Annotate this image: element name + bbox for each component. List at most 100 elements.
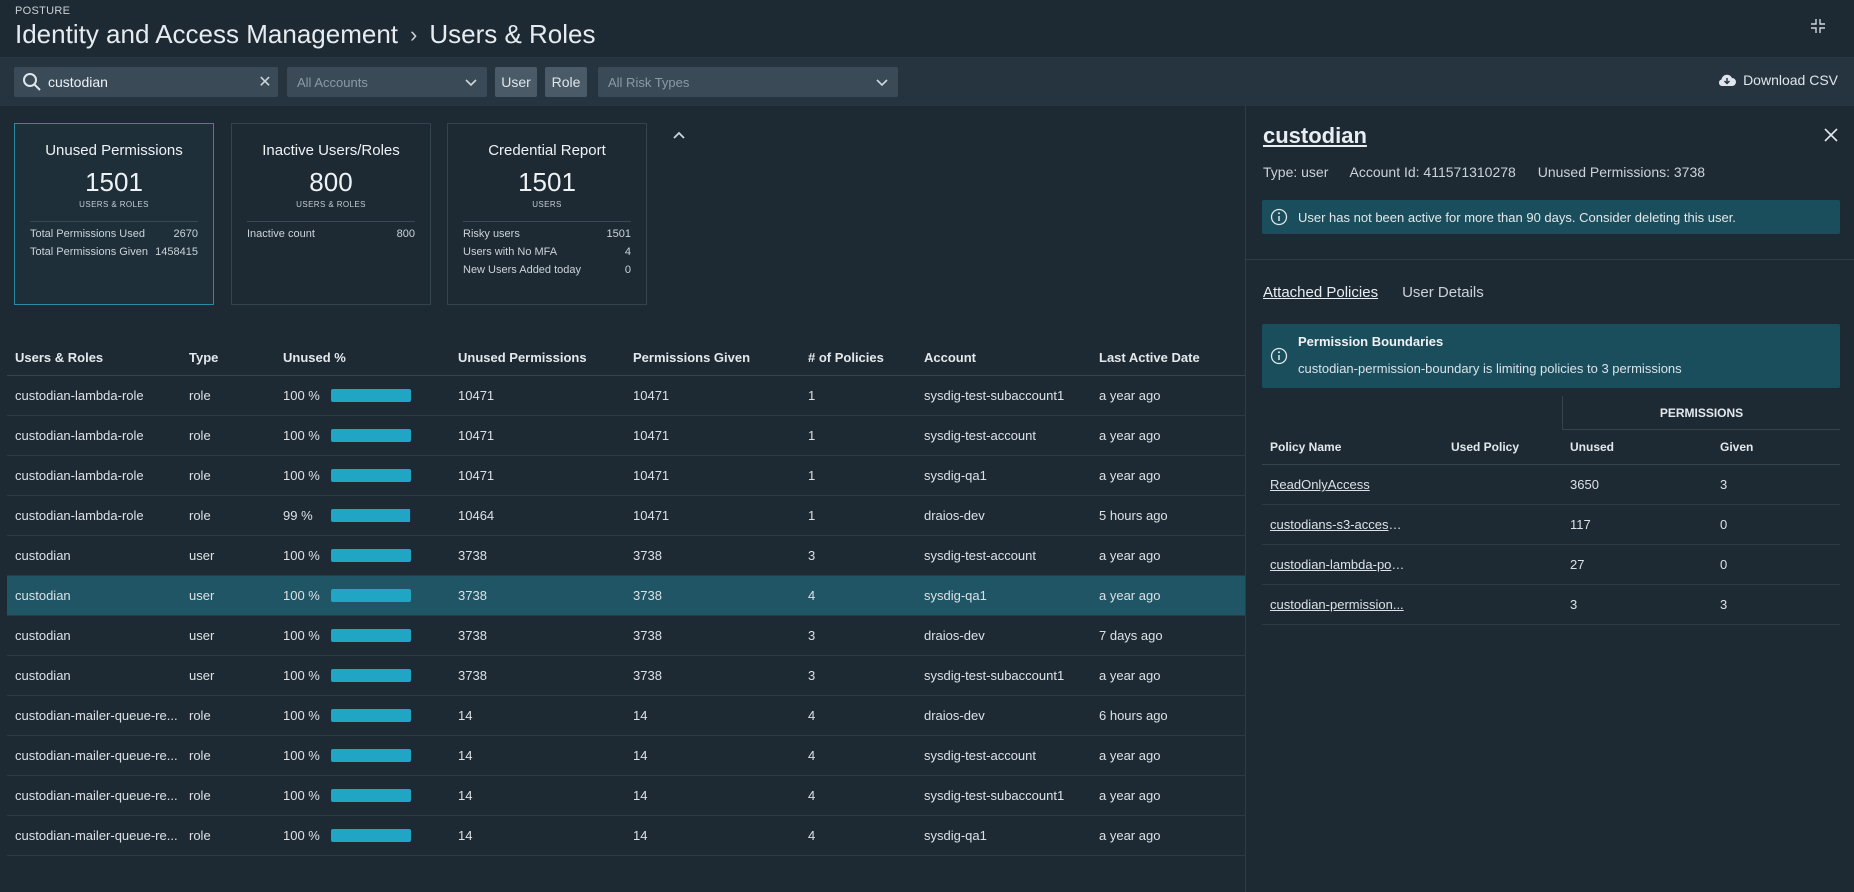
card-stat-row: Inactive count 800 bbox=[247, 228, 415, 240]
detail-account-id: Account Id: 411571310278 bbox=[1349, 164, 1516, 180]
cell-type: user bbox=[181, 615, 275, 656]
download-csv-button[interactable]: Download CSV bbox=[1717, 72, 1838, 88]
collapse-cards-chevron-icon[interactable] bbox=[672, 130, 686, 140]
user-filter-button[interactable]: User bbox=[495, 67, 537, 97]
chevron-down-icon bbox=[465, 79, 477, 87]
detail-title[interactable]: custodian bbox=[1263, 123, 1367, 148]
collapse-icon[interactable] bbox=[1810, 18, 1826, 34]
table-row[interactable]: custodian-lambda-role role 100 % 10471 10471… bbox=[7, 375, 1245, 416]
cell-name: custodian-lambda-role bbox=[7, 415, 181, 456]
table-row[interactable]: custodian user 100 % 3738 3738 3 sysdig-test-s… bbox=[7, 655, 1245, 696]
table-row[interactable]: custodian user 100 % 3738 3738 4 sysdig-qa1 a y… bbox=[7, 575, 1245, 616]
table-row[interactable]: custodian user 100 % 3738 3738 3 sysdig-test-a… bbox=[7, 535, 1245, 576]
unused-pct-bar bbox=[331, 708, 411, 722]
column-header[interactable]: Unused % bbox=[275, 341, 450, 376]
cell-last-active: a year ago bbox=[1091, 655, 1245, 696]
policy-link[interactable]: custodian-lambda-pol... bbox=[1270, 557, 1405, 573]
column-header[interactable]: Used Policy bbox=[1443, 430, 1562, 465]
detail-unused-permissions: Unused Permissions: 3738 bbox=[1537, 164, 1706, 180]
close-icon[interactable] bbox=[1824, 128, 1838, 142]
users-roles-panel: Unused Permissions 1501 USERS & ROLES To… bbox=[0, 106, 1245, 892]
unused-pct-text: 100 % bbox=[283, 827, 320, 843]
table-row[interactable]: custodian-lambda-role role 99 % 10464 10471 1… bbox=[7, 495, 1245, 536]
info-icon bbox=[1270, 347, 1288, 365]
cell-unused: 3 bbox=[1562, 584, 1712, 625]
column-header[interactable]: Given bbox=[1712, 430, 1840, 465]
cell-used-policy bbox=[1443, 584, 1562, 625]
cell-account: draios-dev bbox=[916, 615, 1091, 656]
column-header[interactable]: Type bbox=[181, 341, 275, 376]
cell-policy-count: 4 bbox=[800, 575, 916, 616]
policy-link[interactable]: custodians-s3-access... bbox=[1270, 517, 1405, 533]
table-row[interactable]: custodian-lambda-role role 100 % 10471 10471… bbox=[7, 415, 1245, 456]
cell-last-active: a year ago bbox=[1091, 815, 1245, 856]
policy-link[interactable]: ReadOnlyAccess bbox=[1270, 477, 1370, 493]
cell-used-policy bbox=[1443, 504, 1562, 545]
unused-pct-bar bbox=[331, 588, 411, 602]
column-header[interactable]: Unused Permissions bbox=[450, 341, 625, 376]
column-header[interactable]: Policy Name bbox=[1262, 430, 1443, 465]
unused-pct-bar bbox=[331, 548, 411, 562]
cell-unused-pct: 100 % bbox=[275, 655, 450, 696]
cell-name: custodian bbox=[7, 535, 181, 576]
table-row[interactable]: custodian-mailer-queue-re... role 100 % 14 1… bbox=[7, 735, 1245, 776]
cell-account: sysdig-qa1 bbox=[916, 815, 1091, 856]
column-header[interactable]: Account bbox=[916, 341, 1091, 376]
table-row[interactable]: custodian-lambda-role role 100 % 10471 10471… bbox=[7, 455, 1245, 496]
search-icon bbox=[23, 73, 41, 91]
column-header[interactable]: Permissions Given bbox=[625, 341, 800, 376]
cell-used-policy bbox=[1443, 464, 1562, 505]
risk-types-select[interactable]: All Risk Types bbox=[598, 67, 898, 97]
cell-policy-name: custodian-permission... bbox=[1262, 584, 1443, 625]
cell-type: user bbox=[181, 655, 275, 696]
table-row[interactable]: custodian-mailer-queue-re... role 100 % 14 1… bbox=[7, 815, 1245, 856]
card-inactive-users-roles[interactable]: Inactive Users/Roles 800 USERS & ROLES I… bbox=[231, 123, 431, 305]
table-row[interactable]: custodian-mailer-queue-re... role 100 % 14 1… bbox=[7, 775, 1245, 816]
card-unused-permissions[interactable]: Unused Permissions 1501 USERS & ROLES To… bbox=[14, 123, 214, 305]
role-filter-button[interactable]: Role bbox=[545, 67, 587, 97]
boundary-text: custodian-permission-boundary is limitin… bbox=[1298, 361, 1682, 376]
cell-last-active: a year ago bbox=[1091, 735, 1245, 776]
cell-last-active: a year ago bbox=[1091, 775, 1245, 816]
cell-account: draios-dev bbox=[916, 495, 1091, 536]
clear-search-icon[interactable]: ✕ bbox=[258, 74, 272, 91]
unused-pct-bar-fill bbox=[331, 828, 411, 842]
breadcrumb-item-iam[interactable]: Identity and Access Management bbox=[15, 19, 399, 49]
table-row[interactable]: custodian user 100 % 3738 3738 3 draios-dev 7 d… bbox=[7, 615, 1245, 656]
cell-unused-pct: 100 % bbox=[275, 775, 450, 816]
cell-name: custodian bbox=[7, 655, 181, 696]
table-header-row: Policy Name Used Policy Unused Given bbox=[1262, 430, 1840, 465]
column-header[interactable]: Last Active Date bbox=[1091, 341, 1245, 376]
card-credential-report[interactable]: Credential Report 1501 USERS Risky users… bbox=[447, 123, 647, 305]
card-unit: USERS bbox=[532, 200, 562, 209]
boundary-title: Permission Boundaries bbox=[1298, 334, 1444, 349]
cell-type: role bbox=[181, 375, 275, 416]
cell-last-active: 5 hours ago bbox=[1091, 495, 1245, 536]
column-header[interactable]: # of Policies bbox=[800, 341, 916, 376]
cell-unused: 3650 bbox=[1562, 464, 1712, 505]
tab-attached-policies[interactable]: Attached Policies bbox=[1263, 284, 1379, 301]
unused-pct-bar-fill bbox=[331, 468, 411, 482]
unused-pct-text: 100 % bbox=[283, 707, 320, 723]
divider bbox=[1246, 259, 1854, 260]
cell-name: custodian bbox=[7, 575, 181, 616]
unused-pct-bar bbox=[331, 428, 411, 442]
search-input[interactable] bbox=[42, 74, 252, 90]
unused-pct-bar-fill bbox=[331, 748, 411, 762]
unused-pct-bar-fill bbox=[331, 588, 411, 602]
cell-policy-count: 1 bbox=[800, 495, 916, 536]
accounts-select[interactable]: All Accounts bbox=[287, 67, 487, 97]
cell-permissions-given: 10471 bbox=[625, 415, 800, 456]
policy-row: custodian-lambda-pol... 27 0 bbox=[1262, 544, 1840, 585]
policy-link[interactable]: custodian-permission... bbox=[1270, 597, 1404, 613]
unused-pct-text: 100 % bbox=[283, 387, 320, 403]
cell-permissions-given: 14 bbox=[625, 735, 800, 776]
table-row[interactable]: custodian-mailer-queue-re... role 100 % 14 1… bbox=[7, 695, 1245, 736]
column-header[interactable]: Unused bbox=[1562, 430, 1712, 465]
tab-user-details[interactable]: User Details bbox=[1402, 284, 1484, 301]
cell-last-active: a year ago bbox=[1091, 535, 1245, 576]
cell-policy-count: 4 bbox=[800, 815, 916, 856]
cell-account: sysdig-test-account bbox=[916, 735, 1091, 776]
cell-unused-permissions: 10471 bbox=[450, 455, 625, 496]
column-header[interactable]: Users & Roles bbox=[7, 341, 181, 376]
